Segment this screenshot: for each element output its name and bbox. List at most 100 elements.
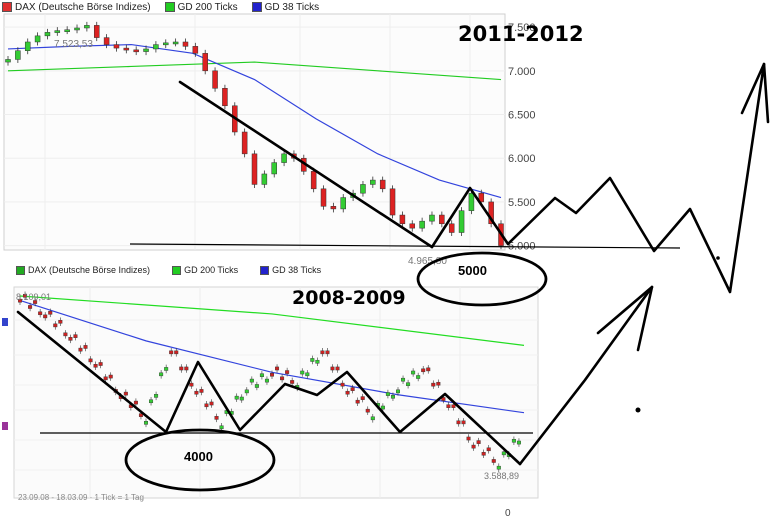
bottom-candle-body — [164, 367, 169, 371]
bottom-candle-body — [421, 368, 426, 373]
bottom-oval-label: 4000 — [184, 449, 213, 464]
top-candle-body — [281, 153, 287, 163]
bottom-candle-body — [199, 389, 204, 393]
legend-item: GD 38 Ticks — [251, 0, 319, 14]
bottom-low-label: 3.588,89 — [484, 471, 519, 481]
legend-item: DAX (Deutsche Börse Indizes) — [16, 264, 150, 276]
legend-label: DAX (Deutsche Börse Indizes) — [15, 1, 151, 13]
bottom-candle-body — [290, 380, 295, 384]
bottom-candle-body — [426, 367, 431, 372]
top-candle-body — [5, 59, 11, 63]
legend-swatch-blue — [251, 2, 262, 12]
top-candle-body — [163, 42, 169, 46]
bottom-candle-body — [264, 378, 269, 383]
legend-swatch-blue — [260, 265, 270, 275]
bottom-candle-body — [406, 382, 411, 386]
bottom-candle-body — [103, 376, 108, 381]
bottom-candle-body — [63, 332, 68, 337]
top-candle-body — [310, 171, 317, 190]
top-candle-body — [271, 162, 277, 175]
bottom-candle-body — [501, 451, 506, 456]
bottom-candle-body — [401, 377, 406, 382]
bottom-candle-body — [390, 394, 395, 399]
legend-item: GD 38 Ticks — [260, 264, 321, 276]
top-y-tick-label: 5.500 — [508, 197, 536, 209]
bottom-candle-body — [214, 416, 219, 420]
top-candle-body — [439, 214, 445, 225]
top-candle-body — [360, 184, 366, 194]
top-oval — [416, 251, 548, 307]
bottom-candle-body — [441, 397, 446, 401]
bottom-candle-body — [184, 366, 189, 371]
bottom-left-marker — [2, 318, 8, 326]
bottom-candle-body — [249, 378, 254, 383]
legend-item: GD 200 Ticks — [164, 0, 238, 14]
top-candle-body — [222, 88, 228, 107]
bottom-candle-body — [456, 420, 461, 425]
forecast-arrowhead-top — [740, 62, 770, 124]
legend-item: DAX (Deutsche Börse Indizes) — [2, 0, 151, 14]
bottom-candle-body — [385, 392, 390, 396]
top-candle-body — [113, 44, 120, 49]
bottom-footer-label: 23.09.08 - 18.03.09 · 1 Tick = 1 Tag — [18, 493, 144, 502]
bottom-candle-body — [239, 396, 244, 401]
top-high-label: 7.523,53 — [54, 39, 93, 50]
bottom-high-label: 8.109,01 — [16, 292, 51, 302]
bottom-candle-body — [471, 444, 476, 449]
bottom-candle-body — [285, 370, 290, 374]
bottom-candle-body — [310, 358, 315, 362]
top-gd38-line — [7, 43, 502, 199]
bottom-candle-body — [58, 320, 63, 324]
legend-swatch-green — [164, 2, 175, 12]
bottom-candle-body — [133, 400, 138, 405]
bottom-candle-body — [275, 366, 280, 371]
top-candle-body — [340, 197, 346, 210]
bottom-candle-body — [481, 452, 486, 456]
bottom-candle-body — [28, 305, 33, 309]
ink-dot — [635, 407, 641, 413]
bottom-candle-body — [370, 416, 375, 421]
bottom-legend: DAX (Deutsche Börse Indizes) GD 200 Tick… — [16, 264, 321, 276]
bottom-candle-body — [305, 372, 310, 377]
bottom-candle-body — [73, 334, 78, 338]
bottom-candle-body — [149, 399, 154, 404]
bottom-candle-body — [23, 293, 28, 298]
bottom-candle-body — [68, 337, 73, 341]
top-candle-body — [133, 49, 139, 53]
top-candle-body — [74, 27, 80, 31]
top-legend: DAX (Deutsche Börse Indizes) GD 200 Tick… — [2, 0, 319, 14]
top-candle-body — [103, 37, 110, 45]
top-y-tick-label: 7.000 — [508, 66, 536, 78]
bottom-candle-body — [123, 391, 128, 396]
top-candle-body — [93, 25, 100, 38]
top-candle-body — [15, 50, 21, 60]
top-candle-body — [379, 179, 386, 190]
bottom-axis-zero: 0 — [505, 508, 511, 519]
top-candle-body — [84, 25, 90, 29]
top-candle-body — [488, 201, 494, 225]
top-candle-body — [330, 206, 337, 210]
top-candle-body — [448, 223, 455, 233]
top-candle-body — [64, 29, 70, 32]
top-candle-body — [320, 188, 327, 207]
bottom-candle-body — [380, 405, 385, 410]
top-candle-body — [241, 131, 248, 155]
top-candle-body — [44, 32, 51, 37]
bottom-candle-body — [411, 370, 416, 375]
top-candle-body — [54, 30, 61, 33]
top-candle-body — [192, 46, 199, 54]
top-y-tick-label: 7.500 — [508, 22, 536, 34]
bottom-candle-body — [189, 382, 194, 387]
legend-swatch-red — [16, 265, 25, 275]
top-candle-body — [34, 35, 41, 43]
top-candle-body — [468, 192, 475, 211]
legend-label: GD 200 Ticks — [177, 1, 238, 13]
top-oval-label: 5000 — [458, 263, 487, 278]
legend-swatch-red — [2, 2, 12, 12]
top-gd200-line — [7, 61, 502, 81]
top-candle-body — [212, 70, 218, 89]
bottom-candle-body — [436, 381, 441, 386]
bottom-candle-body — [179, 366, 184, 371]
bottom-candle-body — [466, 436, 471, 441]
